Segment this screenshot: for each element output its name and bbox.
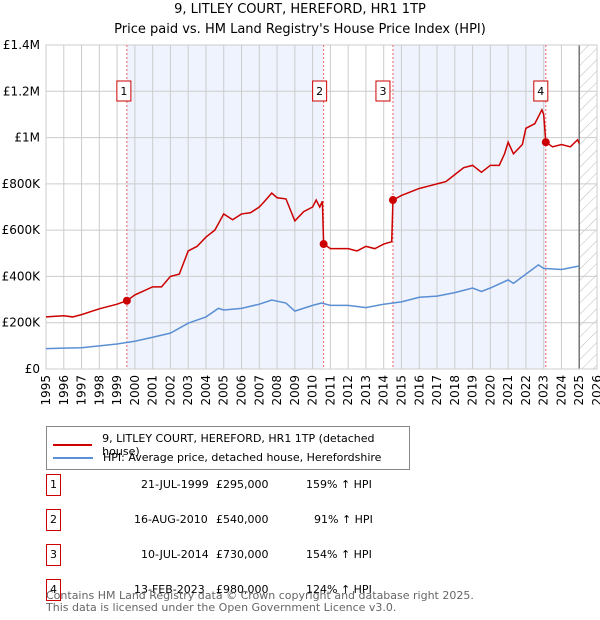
blue-line-swatch [53,456,93,459]
y-tick-label: £0 [25,362,40,376]
x-tick-label: 1995 [39,375,53,406]
x-tick-label: 2005 [217,375,231,406]
sale-hpi-change: 91% ↑ HPI [314,513,373,526]
legend-label: 9, LITLEY COURT, HEREFORD, HR1 1TP (deta… [102,432,375,458]
sale-hpi-change: 154% ↑ HPI [306,548,372,561]
x-tick-label: 2001 [146,375,160,406]
x-tick-label: 2022 [519,375,533,406]
sale-point [388,196,397,205]
sale-point [319,240,328,249]
sale-hpi-change: 124% ↑ HPI [306,583,372,596]
sale-number-label: 4 [537,85,544,98]
x-tick-label: 2015 [394,375,408,406]
sale-number-label: 2 [316,85,323,98]
x-tick-label: 2000 [128,375,142,406]
shaded-period [126,45,324,369]
x-tick-label: 2019 [466,375,480,406]
y-tick-label: £400K [2,269,42,283]
legend: 9, LITLEY COURT, HEREFORD, HR1 1TP (deta… [46,426,410,470]
sale-hpi-change: 159% ↑ HPI [306,478,372,491]
x-tick-label: 2008 [270,375,284,406]
x-tick-label: 1997 [75,375,89,406]
x-tick-label: 2002 [163,375,177,406]
x-tick-label: 1998 [92,375,106,406]
y-tick-label: £600K [2,223,42,237]
x-tick-label: 2026 [590,375,600,406]
x-tick-label: 2010 [306,375,320,406]
x-tick-label: 2023 [537,375,551,406]
x-tick-label: 1996 [57,375,71,406]
x-tick-label: 2003 [181,375,195,406]
sale-point [541,138,550,147]
legend-item-property: 9, LITLEY COURT, HEREFORD, HR1 1TP (deta… [53,432,409,458]
chart-title: 9, LITLEY COURT, HEREFORD, HR1 1TP [174,2,426,17]
x-tick-label: 2013 [359,375,373,406]
x-tick-label: 2007 [252,375,266,406]
sale-number-label: 1 [120,85,127,98]
x-tick-label: 2004 [199,375,213,406]
price-chart: 1995 1996 1997 1998 1999 2000 2001 2002 2003 2004… [2,38,600,406]
x-tick-label: 2025 [572,375,586,406]
sale-price: £295,000 [216,478,269,491]
y-tick-label: £200K [2,316,42,330]
hpi-line [45,263,580,350]
sale-number-label: 3 [379,85,386,98]
sale-price: £730,000 [216,548,269,561]
sale-price: £540,000 [216,513,269,526]
x-tick-label: 2017 [430,375,444,406]
sale-price: £980,000 [216,583,269,596]
x-tick-label: 2006 [235,375,249,406]
sale-number-box [375,80,391,102]
sale-date: 21-JUL-1999 [141,478,209,491]
sale-point [122,296,131,305]
sale-number-box [533,80,549,102]
red-line-swatch [53,444,93,446]
sale-number-badge: 1 [46,474,61,496]
y-tick-label: £1M [14,131,40,145]
legend-item-hpi: HPI: Average price, detached house, Here… [53,451,381,464]
sale-number-box [312,80,328,102]
plot-frame [45,44,598,370]
y-tick-label: £1.2M [3,84,40,98]
x-tick-label: 1999 [110,375,124,406]
legend-label: HPI: Average price, detached house, Here… [103,451,382,464]
footer-line: This data is licensed under the Open Gov… [46,601,397,614]
x-tick-label: 2020 [483,375,497,406]
shaded-period [392,45,546,369]
sale-number-box [116,80,132,102]
future-hatch [579,45,597,369]
x-tick-label: 2009 [288,375,302,406]
footer-line: Contains HM Land Registry data © Crown c… [46,589,474,602]
x-tick-label: 2018 [448,375,462,406]
chart-subtitle: Price paid vs. HM Land Registry's House … [114,22,486,37]
x-tick-label: 2016 [412,375,426,406]
x-tick-label: 2012 [341,375,355,406]
x-tick-label: 2011 [323,375,337,406]
sale-number-badge: 4 [46,579,61,601]
x-tick-label: 2024 [554,375,568,406]
x-tick-label: 2014 [377,375,391,406]
footer: Contains HM Land Registry data © Crown c… [46,590,474,614]
y-tick-label: £800K [2,177,42,191]
sale-date: 16-AUG-2010 [134,513,208,526]
property-price-line [45,107,580,318]
sale-number-badge: 3 [46,544,61,566]
y-tick-label: £1.4M [3,38,40,52]
x-tick-label: 2021 [501,375,515,406]
sale-number-badge: 2 [46,509,61,531]
sale-date: 10-JUL-2014 [141,548,209,561]
sale-date: 13-FEB-2023 [134,583,205,596]
